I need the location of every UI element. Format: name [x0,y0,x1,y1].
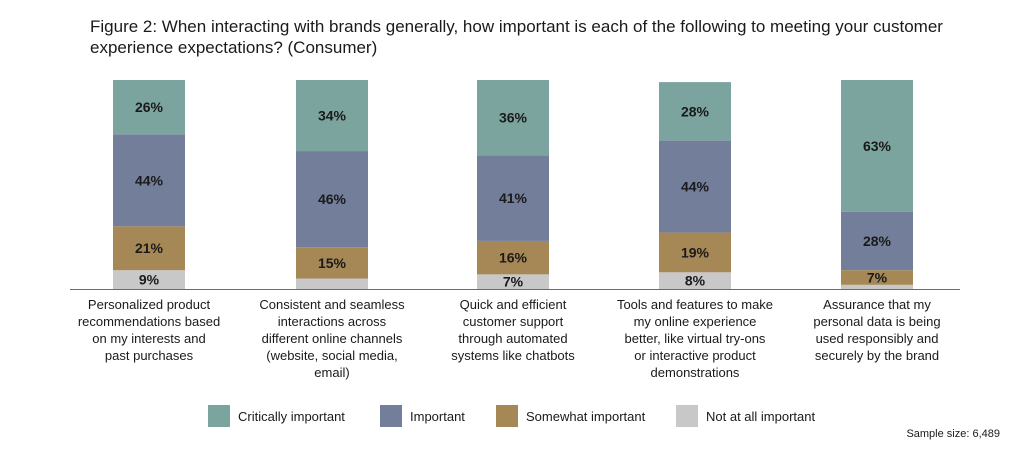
bar-segment-somewhat-4 [841,270,913,285]
sample-size: Sample size: 6,489 [906,428,1000,440]
bar-segment-not_at_all-3 [659,272,731,289]
legend-swatch [380,405,402,427]
bar-segment-not_at_all-2 [477,274,549,289]
bar-segment-somewhat-0 [113,226,185,271]
bar-segment-important-1 [296,151,368,248]
bar-segment-somewhat-1 [296,247,368,279]
category-label-1: Consistent and seamless interactions acr… [259,297,405,380]
chart-title: Figure 2: When interacting with brands g… [90,17,943,57]
category-label-2: Quick and efficient customer support thr… [451,297,575,363]
bar-segment-critically-1 [296,80,368,152]
data-label-somewhat-2: 16% [499,250,528,266]
data-label-not_at_all-2: 7% [503,274,524,290]
bar-segment-critically-4 [841,80,913,212]
legend-label: Critically important [238,408,345,424]
data-label-somewhat-0: 21% [135,240,164,256]
data-label-important-4: 28% [863,233,892,249]
data-label-somewhat-3: 19% [681,244,710,260]
data-label-important-3: 44% [681,179,710,195]
legend-swatch [496,405,518,427]
data-label-critically-3: 28% [681,103,710,119]
bar-segment-critically-0 [113,80,185,135]
legend-item-important: Important [380,402,465,430]
bar-segment-somewhat-3 [659,232,731,273]
bar-segment-important-2 [477,155,549,241]
data-label-important-1: 46% [318,191,347,207]
data-label-critically-4: 63% [863,138,892,154]
legend-item-not_at_all: Not at all important [676,402,815,430]
bar-segment-critically-2 [477,80,549,156]
bar-segment-important-4 [841,211,913,271]
legend-item-critically: Critically important [208,402,345,430]
legend-item-somewhat: Somewhat important [496,402,645,430]
bar-segment-important-0 [113,134,185,227]
bar-segment-somewhat-2 [477,240,549,275]
data-label-critically-0: 26% [135,99,164,115]
legend-label: Not at all important [706,408,816,424]
category-label-0: Personalized product recommendations bas… [77,297,221,363]
data-label-important-0: 44% [135,172,164,188]
data-label-critically-1: 34% [318,108,347,124]
category-label-4: Assurance that my personal data is being… [813,297,941,363]
data-label-not_at_all-3: 8% [685,273,706,289]
legend-label: Important [410,408,465,424]
data-label-not_at_all-0: 9% [139,272,160,288]
bar-segment-not_at_all-4 [841,284,913,289]
data-label-somewhat-4: 7% [867,270,888,286]
legend-label: Somewhat important [526,408,646,424]
stacked-bar-chart: 9% 21% 44% 26% 15% 46% 34% 7% 16% 41% 36% 8% 19% 44% 2… [70,80,960,290]
legend: Critically important Important Somewhat im… [0,402,1024,430]
data-label-somewhat-1: 15% [318,255,347,271]
data-label-important-2: 41% [499,190,528,206]
bar-segment-critically-3 [659,82,731,141]
bar-segment-not_at_all-1 [296,278,368,289]
legend-swatch [676,405,698,427]
legend-swatch [208,405,230,427]
data-label-critically-2: 36% [499,110,528,126]
bar-segment-not_at_all-0 [113,270,185,289]
category-label-3: Tools and features to make my online exp… [616,297,774,380]
bar-segment-important-3 [659,140,731,233]
